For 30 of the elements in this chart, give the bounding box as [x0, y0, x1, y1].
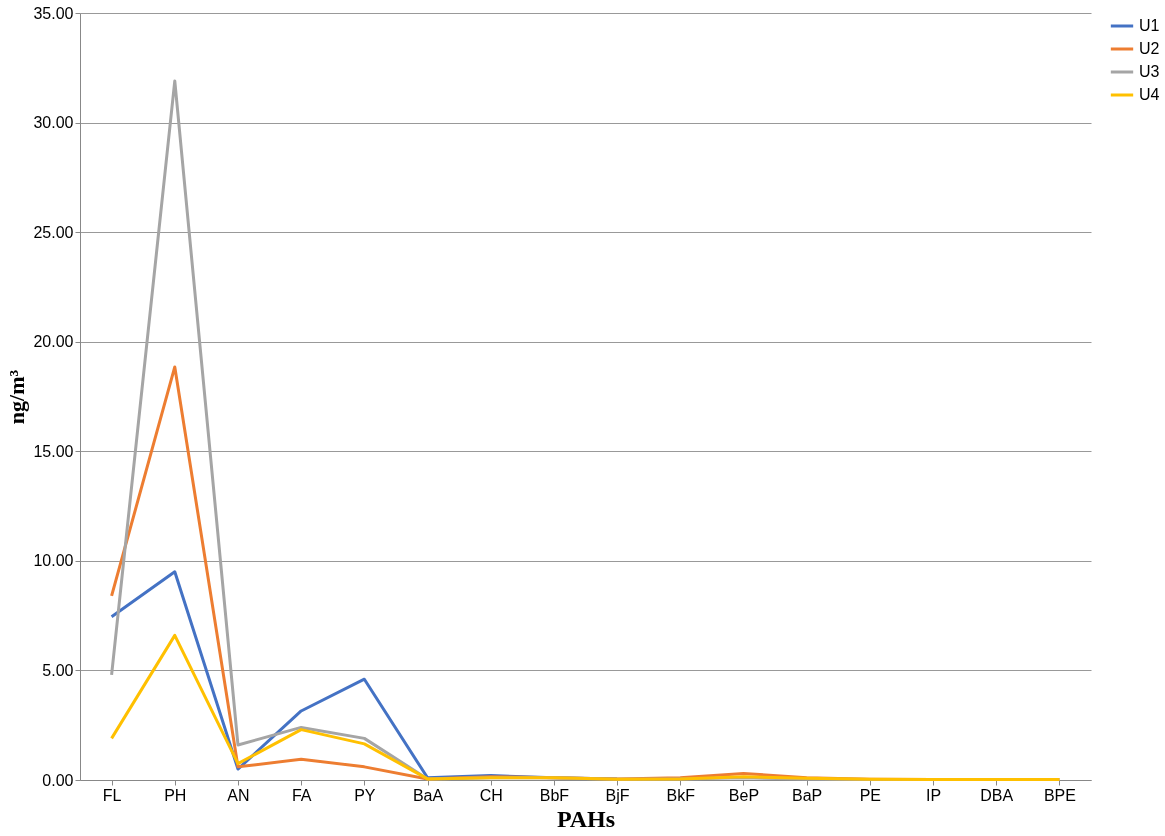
x-tick-label: BkF [666, 786, 696, 804]
legend-label: U2 [1139, 40, 1160, 57]
legend-label: U3 [1139, 63, 1160, 80]
y-tick-label: 35.00 [33, 4, 74, 22]
x-tick-label: BeP [728, 786, 760, 804]
y-tick-label: 10.00 [33, 552, 74, 570]
x-tick-label: PY [354, 786, 376, 804]
x-tick-label: BPE [1043, 786, 1076, 804]
legend-label: U4 [1139, 86, 1160, 103]
x-tick-label: AN [227, 786, 250, 804]
x-tick-label: PE [859, 786, 882, 804]
x-tick-label: CH [479, 786, 503, 804]
x-tick-label: PH [164, 786, 187, 804]
x-tick-label: FL [102, 786, 122, 804]
legend-label: U1 [1139, 17, 1160, 34]
x-tick-label: BaP [792, 786, 823, 804]
y-tick-label: 5.00 [42, 661, 74, 679]
x-tick-label: BaA [412, 786, 444, 804]
y-tick-label: 0.00 [42, 771, 74, 789]
y-axis-title: ng/m³ [4, 369, 30, 425]
y-tick-label: 20.00 [33, 333, 74, 351]
x-tick-label: IP [925, 786, 942, 804]
y-tick-label: 25.00 [33, 223, 74, 241]
x-tick-label: BjF [605, 786, 630, 804]
x-tick-label: FA [291, 786, 312, 804]
x-tick-label: DBA [980, 786, 1014, 804]
y-tick-label: 30.00 [33, 114, 74, 132]
x-tick-label: BbF [539, 786, 570, 804]
x-axis-title: PAHs [556, 805, 616, 832]
y-tick-label: 15.00 [33, 442, 74, 460]
